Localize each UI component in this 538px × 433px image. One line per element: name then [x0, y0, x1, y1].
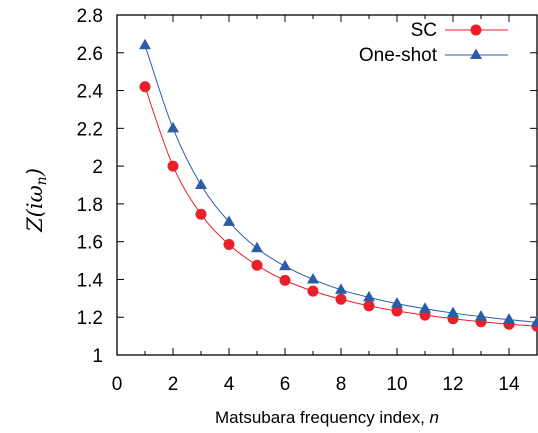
y-axis-label: Z(iωn) — [23, 168, 50, 233]
axis-ticks: 0 2 4 6 8 10 12 14 1 1.2 1.4 1.6 1.8 2 2.2 2.4 2.6 2.8 — [77, 6, 538, 395]
x-tick-label: 6 — [280, 374, 291, 395]
data-point-one-shot — [223, 215, 235, 226]
legend-marker-one-shot — [470, 48, 482, 59]
legend-label-sc: SC — [411, 20, 437, 41]
data-point-one-shot — [251, 241, 263, 253]
y-tick-label: 1.2 — [77, 308, 103, 329]
y-tick-label: 1.6 — [77, 233, 103, 254]
plot-frame — [116, 14, 538, 356]
y-tick-label: 1 — [92, 346, 103, 367]
data-point-sc — [251, 259, 263, 271]
x-axis-label: Matsubara frequency index, n — [215, 408, 439, 427]
data-point-sc — [195, 208, 207, 220]
y-tick-label: 2.2 — [77, 119, 103, 140]
x-tick-label: 8 — [336, 374, 347, 395]
x-tick-label: 10 — [386, 374, 407, 395]
y-tick-label: 2 — [92, 157, 103, 178]
data-point-one-shot — [531, 315, 538, 327]
legend-marker-sc — [470, 24, 482, 36]
data-point-one-shot — [363, 290, 375, 302]
data-point-sc — [223, 239, 235, 250]
data-point-one-shot — [167, 121, 179, 133]
legend-label-one-shot: One-shot — [359, 45, 438, 66]
data-point-one-shot — [447, 306, 459, 318]
x-tick-label: 14 — [498, 374, 520, 395]
y-tick-label: 2.4 — [77, 82, 104, 103]
y-tick-label: 2.6 — [77, 44, 103, 65]
y-tick-label: 1.8 — [77, 195, 103, 216]
data-point-sc — [391, 305, 403, 317]
x-tick-label: 12 — [442, 374, 463, 395]
data-point-sc — [307, 285, 319, 297]
data-point-one-shot — [279, 259, 291, 271]
data-point-one-shot — [419, 302, 431, 313]
y-tick-label: 2.8 — [77, 6, 103, 27]
data-point-one-shot — [335, 283, 347, 294]
data-point-sc — [139, 81, 151, 93]
data-point-one-shot — [503, 313, 515, 324]
x-tick-label: 0 — [112, 374, 123, 395]
data-point-one-shot — [475, 310, 487, 321]
data-point-sc — [335, 293, 347, 305]
data-point-sc — [167, 160, 179, 172]
x-tick-label: 2 — [168, 374, 179, 395]
data-point-sc — [363, 300, 375, 312]
data-point-one-shot — [139, 38, 151, 50]
y-tick-label: 1.4 — [77, 270, 104, 291]
data-point-one-shot — [195, 178, 207, 189]
series-markers — [139, 38, 538, 332]
data-point-one-shot — [391, 297, 403, 308]
x-tick-label: 4 — [224, 374, 235, 395]
data-point-one-shot — [307, 272, 319, 284]
data-point-sc — [279, 274, 291, 286]
legend: SC One-shot — [359, 20, 508, 66]
